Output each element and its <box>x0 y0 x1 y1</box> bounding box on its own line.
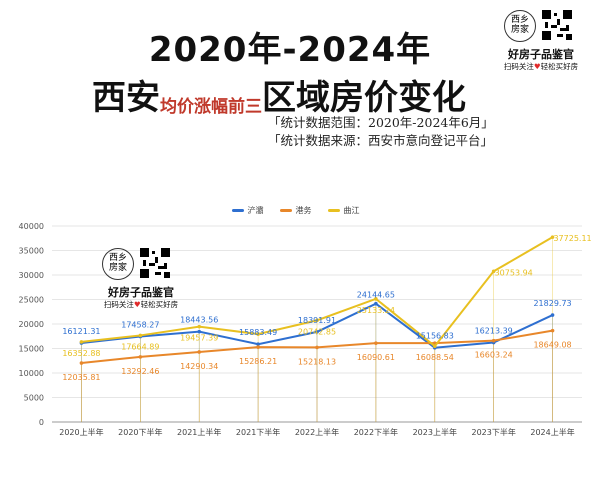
title-topic: 区域房价变化 <box>262 78 466 118</box>
data-label: 17458.27 <box>121 320 159 329</box>
brand-block-chart: 西乡房家 好房子品鉴官 扫码关注♥轻松买好房 <box>96 248 186 310</box>
legend-item-2[interactable]: 港务 <box>279 205 312 216</box>
data-label: 17664.89 <box>121 342 159 351</box>
data-label: 15218.13 <box>298 357 336 366</box>
data-point <box>550 328 555 333</box>
chart-legend: 浐灞 港务 曲江 <box>0 205 591 216</box>
data-label: 15156.83 <box>416 332 454 341</box>
data-point <box>315 318 319 323</box>
heart-icon: ♥ <box>533 62 541 71</box>
title-city: 西安 <box>92 78 160 118</box>
brand-logo: 西乡房家 <box>504 10 536 42</box>
y-tick-label: 40000 <box>19 222 44 231</box>
data-label: 12035.81 <box>62 373 100 382</box>
note-data-source: 「统计数据来源：西安市意向登记平台」 <box>268 133 494 148</box>
data-label: 13292.46 <box>121 367 159 376</box>
data-point <box>491 338 496 343</box>
title-line-2: 西安均价涨幅前三区域房价变化 <box>92 70 466 119</box>
title-line-1: 2020年-2024年 <box>148 30 432 70</box>
qr-code-icon <box>542 10 572 40</box>
data-label: 20742.85 <box>298 327 336 336</box>
data-point <box>432 344 437 348</box>
data-label: 18391.91 <box>298 316 336 325</box>
brand-slogan-2: 扫码关注♥轻松买好房 <box>103 300 179 309</box>
data-point <box>138 355 143 359</box>
data-label: 15286.21 <box>239 357 277 366</box>
data-point <box>491 269 496 274</box>
data-label: 24144.65 <box>357 291 395 300</box>
brand-name: 好房子品鉴官 <box>508 48 574 61</box>
y-tick-label: 0 <box>39 418 44 427</box>
heart-icon-2: ♥ <box>133 300 141 309</box>
legend-label-1: 浐灞 <box>247 206 264 215</box>
x-tick-label: 2022上半年 <box>295 427 339 437</box>
data-point <box>374 341 378 345</box>
legend-label-2: 港务 <box>295 206 312 215</box>
legend-item-1[interactable]: 浐灞 <box>231 205 264 216</box>
data-label: 37725.11 <box>553 234 591 243</box>
x-tick-label: 2022下半年 <box>354 427 398 437</box>
data-label: 15883.49 <box>239 328 277 337</box>
legend-swatch-3 <box>327 209 340 212</box>
y-tick-label: 30000 <box>19 271 44 280</box>
qr-code-icon-2 <box>140 248 170 278</box>
data-point <box>550 313 555 317</box>
legend-swatch-2 <box>279 209 292 212</box>
data-point <box>138 333 143 338</box>
data-point <box>315 345 319 350</box>
data-label: 21829.73 <box>533 299 571 308</box>
y-tick-label: 20000 <box>19 320 44 329</box>
data-label: 16088.54 <box>416 353 454 362</box>
data-label: 16603.24 <box>475 351 513 360</box>
note-data-range: 「统计数据范围：2020年-2024年6月」 <box>268 115 494 130</box>
brand-logo-2: 西乡房家 <box>102 248 134 280</box>
x-tick-label: 2023上半年 <box>413 427 457 437</box>
title-subtitle: 均价涨幅前三 <box>160 97 262 117</box>
data-label: 16213.39 <box>475 327 513 336</box>
data-point <box>550 235 555 239</box>
data-label: 30753.94 <box>495 268 533 277</box>
x-tick-label: 2021上半年 <box>177 427 221 437</box>
data-label: 16352.88 <box>62 349 100 358</box>
data-label: 25133.24 <box>357 306 395 315</box>
data-point <box>256 332 260 336</box>
data-point <box>374 301 378 306</box>
data-label: 18649.08 <box>533 341 571 350</box>
legend-swatch-1 <box>231 209 244 212</box>
brand-block-top: 西乡房家 好房子品鉴官 扫码关注♥轻松买好房 <box>496 6 586 71</box>
data-label: 14290.34 <box>180 362 218 371</box>
x-tick-label: 2020上半年 <box>59 427 103 437</box>
x-tick-label: 2023下半年 <box>471 427 515 437</box>
data-point <box>79 340 84 344</box>
brand-name-2: 好房子品鉴官 <box>108 286 174 299</box>
legend-label-3: 曲江 <box>343 206 360 215</box>
brand-logo-text-2: 西乡房家 <box>108 253 127 273</box>
data-point <box>197 324 202 329</box>
x-tick-label: 2021下半年 <box>236 427 280 437</box>
data-point <box>197 350 202 354</box>
y-tick-label: 25000 <box>19 296 44 305</box>
brand-slogan: 扫码关注♥轻松买好房 <box>503 62 579 71</box>
data-point <box>79 361 84 365</box>
data-label: 19457.39 <box>180 334 218 343</box>
x-tick-label: 2020下半年 <box>118 427 162 437</box>
data-point <box>315 330 319 334</box>
data-point <box>197 329 202 334</box>
data-label: 16121.31 <box>62 327 100 336</box>
y-tick-label: 10000 <box>19 369 44 378</box>
brand-logo-text: 西乡房家 <box>510 15 529 35</box>
legend-item-3[interactable]: 曲江 <box>327 205 360 216</box>
x-tick-label: 2024上半年 <box>530 427 574 437</box>
y-tick-label: 15000 <box>19 345 44 354</box>
data-point <box>374 297 378 301</box>
y-tick-label: 5000 <box>24 394 44 403</box>
data-label: 18443.56 <box>180 316 218 325</box>
data-point <box>256 342 260 346</box>
data-label: 16090.61 <box>357 353 395 362</box>
y-tick-label: 35000 <box>19 247 44 256</box>
data-point <box>256 345 260 349</box>
